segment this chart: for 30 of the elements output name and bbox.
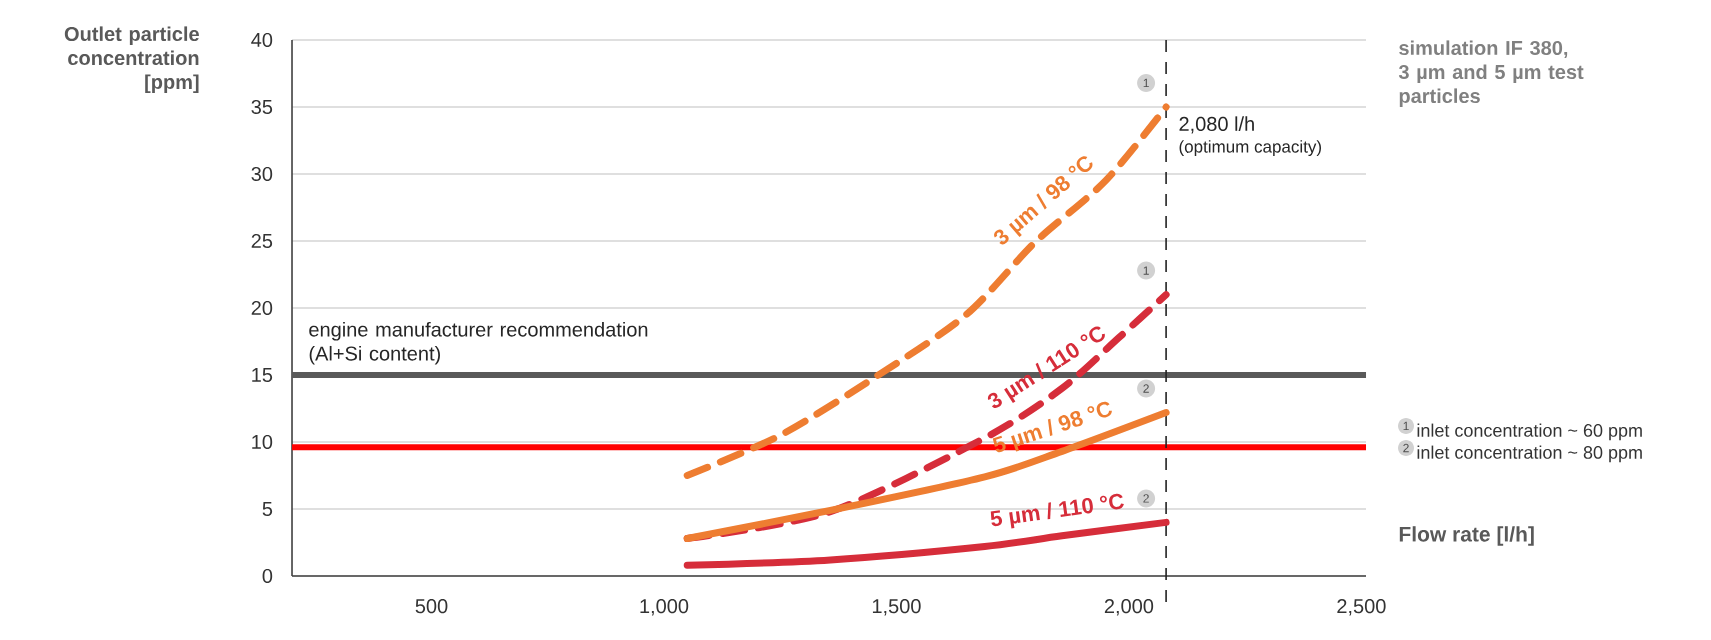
y-tick-label: 40 xyxy=(251,32,273,48)
text: 3 µm / 98 °C xyxy=(994,156,1093,245)
y-tick-label: 35 xyxy=(251,99,273,115)
text: inlet concentration ~ 80 ppm xyxy=(1417,445,1642,463)
x-axis-title: Flow rate [l/h] xyxy=(1399,526,1534,546)
annotation: 1 xyxy=(1143,266,1149,275)
y-tick-label: 20 xyxy=(251,300,273,316)
y-axis-title: Outlet particle concentration [ppm] xyxy=(64,26,199,94)
annotation: 2 xyxy=(1143,494,1149,503)
text: simulation IF 380, 3 µm and 5 µm test particles xyxy=(1398,40,1584,108)
annotation: 2 xyxy=(1143,384,1149,393)
x-tick-label: 500 xyxy=(415,599,448,614)
text: inlet concentration ~ 60 ppm xyxy=(1417,423,1642,441)
annotation: (optimum capacity) xyxy=(1179,140,1322,157)
annotation: 1 xyxy=(1143,78,1149,88)
y-tick-label: 15 xyxy=(252,368,273,382)
ref-line-label: 2,080 l/h xyxy=(1179,116,1254,134)
x-tick-label: 1,000 xyxy=(640,599,689,616)
text: 1 xyxy=(1403,421,1409,431)
y-tick-label: 5 xyxy=(262,502,273,516)
text: 5 µm / 110 °C xyxy=(990,493,1124,529)
x-tick-label: 2,000 xyxy=(1104,599,1154,616)
y-tick-label: 10 xyxy=(252,434,273,450)
y-tick-label: 30 xyxy=(251,166,273,182)
y-tick-label: 0 xyxy=(262,568,273,584)
text: 2 xyxy=(1403,443,1409,453)
ref-line-label: engine manufacturer recommendation (Al+Si content) xyxy=(309,321,648,365)
x-tick-label: 2,500 xyxy=(1337,599,1386,616)
y-tick-label: 25 xyxy=(251,233,273,249)
x-tick-label: 1,500 xyxy=(872,599,921,616)
